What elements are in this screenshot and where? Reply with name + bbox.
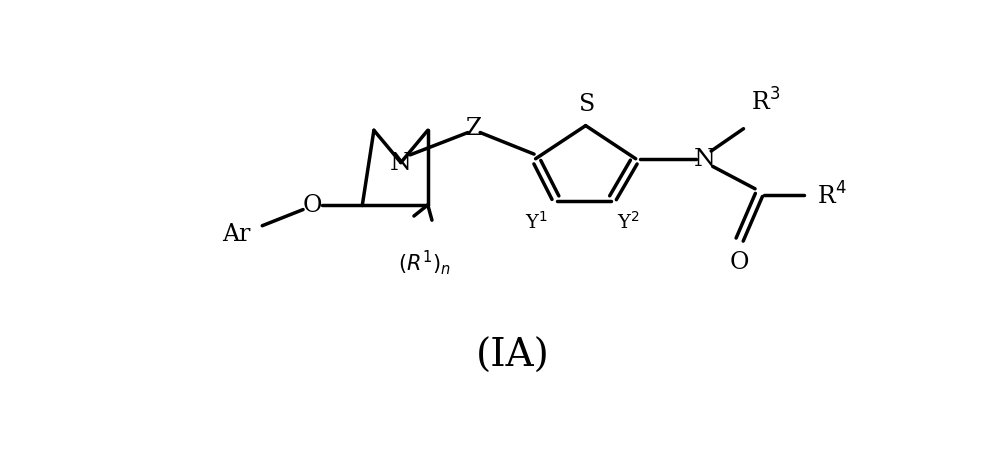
Text: (IA): (IA) [476,337,549,374]
Text: $(R^1)_n$: $(R^1)_n$ [398,248,450,276]
Text: N: N [694,148,716,171]
Text: O: O [730,251,749,274]
Text: Y$^2$: Y$^2$ [617,211,640,233]
Text: R$^3$: R$^3$ [751,88,780,115]
Text: O: O [303,194,322,217]
Text: Z: Z [466,117,482,140]
Text: Ar: Ar [222,222,251,245]
Text: Y$^1$: Y$^1$ [525,211,548,233]
Text: N: N [390,152,412,175]
Text: S: S [579,92,595,115]
Text: R$^4$: R$^4$ [817,182,846,209]
